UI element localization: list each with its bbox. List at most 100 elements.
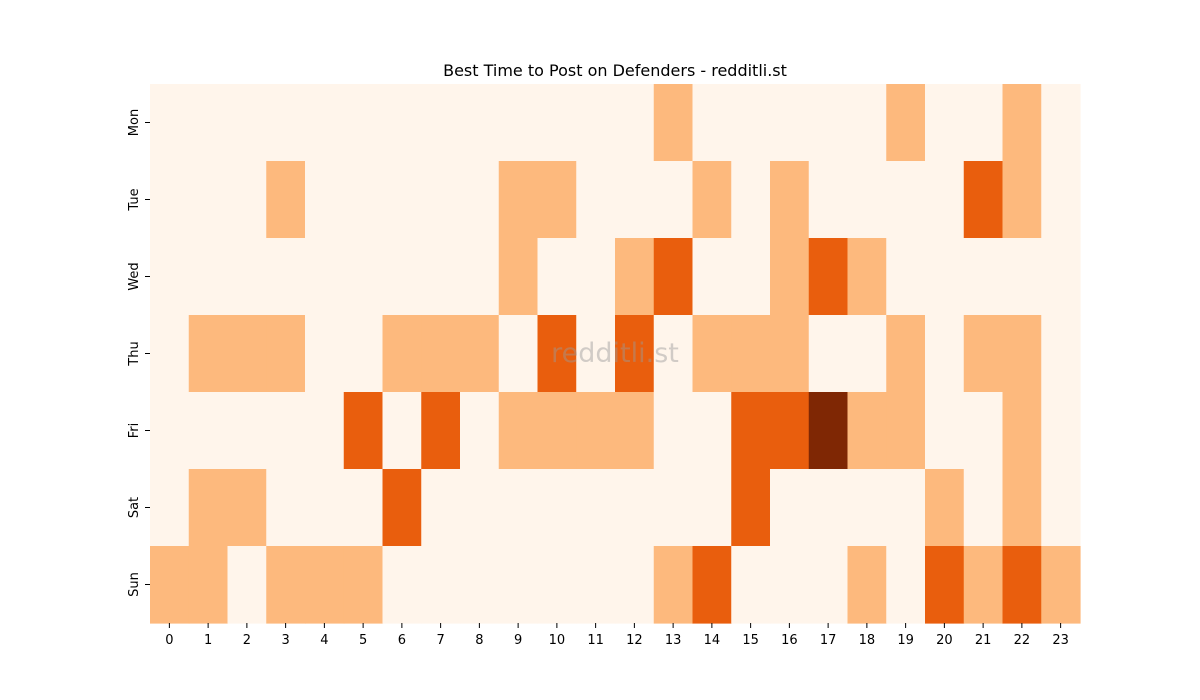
heatmap-cell-wed-9 — [498, 238, 539, 316]
heatmap-cell-fri-12 — [615, 392, 655, 470]
heatmap-cell-sat-6 — [382, 469, 422, 547]
heatmap-cell-sun-20 — [925, 546, 965, 624]
heatmap-cell-mon-0 — [150, 84, 190, 162]
heatmap-cell-sun-11 — [576, 546, 616, 624]
heatmap-cell-wed-15 — [731, 238, 771, 316]
heatmap-cell-fri-18 — [847, 392, 887, 470]
heatmap-cell-mon-14 — [692, 84, 732, 162]
x-tick-label: 23 — [1052, 633, 1069, 648]
heatmap-cell-sun-18 — [847, 546, 887, 624]
heatmap-cell-wed-20 — [925, 238, 965, 316]
heatmap-cell-sun-2 — [227, 546, 267, 624]
heatmap-cell-fri-8 — [460, 392, 500, 470]
heatmap-cell-fri-19 — [886, 392, 926, 470]
heatmap-cell-fri-11 — [576, 392, 616, 470]
heatmap-cell-fri-6 — [382, 392, 422, 470]
heatmap-cell-fri-17 — [808, 392, 849, 470]
heatmap-cell-tue-5 — [343, 161, 384, 239]
heatmap-cell-tue-14 — [692, 161, 732, 239]
heatmap-cell-sat-14 — [692, 469, 732, 547]
y-tick-label: Wed — [127, 262, 142, 290]
heatmap-cell-sat-20 — [925, 469, 965, 547]
heatmap-cell-mon-19 — [886, 84, 926, 162]
heatmap-cell-sat-9 — [498, 469, 539, 547]
heatmap-cell-tue-16 — [770, 161, 810, 239]
heatmap-cell-sat-11 — [576, 469, 616, 547]
heatmap-cell-thu-16 — [770, 315, 810, 393]
heatmap-cell-sun-3 — [266, 546, 306, 624]
heatmap-cell-sun-21 — [963, 546, 1004, 624]
heatmap-cell-wed-13 — [653, 238, 694, 316]
heatmap-cell-sun-14 — [692, 546, 732, 624]
heatmap-cell-wed-18 — [847, 238, 887, 316]
chart-title: Best Time to Post on Defenders - redditl… — [443, 61, 787, 80]
x-tick-label: 4 — [320, 633, 328, 648]
heatmap-cell-fri-21 — [963, 392, 1004, 470]
x-tick-label: 16 — [781, 633, 798, 648]
x-tick-label: 1 — [204, 633, 212, 648]
heatmap-cell-sat-15 — [731, 469, 771, 547]
heatmap-cell-fri-13 — [653, 392, 694, 470]
heatmap-cell-fri-23 — [1041, 392, 1081, 470]
heatmap-cell-sat-4 — [305, 469, 345, 547]
heatmap-cell-sat-18 — [847, 469, 887, 547]
heatmap-cell-wed-23 — [1041, 238, 1081, 316]
heatmap-cell-fri-4 — [305, 392, 345, 470]
x-tick-label: 3 — [281, 633, 289, 648]
heatmap-cell-sat-10 — [537, 469, 577, 547]
heatmap-cell-wed-1 — [188, 238, 229, 316]
x-tick-label: 12 — [626, 633, 643, 648]
heatmap-cells — [150, 84, 1081, 624]
heatmap-cell-sun-17 — [808, 546, 849, 624]
heatmap-cell-mon-9 — [498, 84, 539, 162]
heatmap-cell-thu-23 — [1041, 315, 1081, 393]
heatmap-cell-wed-7 — [421, 238, 461, 316]
y-tick-label: Sat — [127, 497, 142, 518]
heatmap-cell-wed-10 — [537, 238, 577, 316]
heatmap-cell-tue-3 — [266, 161, 306, 239]
heatmap-cell-thu-0 — [150, 315, 190, 393]
y-tick-label: Tue — [127, 188, 142, 211]
heatmap-cell-tue-6 — [382, 161, 422, 239]
heatmap-cell-tue-18 — [847, 161, 887, 239]
heatmap-cell-fri-1 — [188, 392, 229, 470]
x-tick-label: 21 — [975, 633, 992, 648]
heatmap-cell-fri-10 — [537, 392, 577, 470]
heatmap-cell-sun-1 — [188, 546, 229, 624]
y-tick-label: Sun — [127, 572, 142, 597]
x-tick-label: 7 — [436, 633, 444, 648]
heatmap-cell-sun-10 — [537, 546, 577, 624]
heatmap-cell-mon-5 — [343, 84, 384, 162]
heatmap-cell-sat-17 — [808, 469, 849, 547]
heatmap-cell-mon-8 — [460, 84, 500, 162]
heatmap-cell-tue-0 — [150, 161, 190, 239]
x-tick-label: 18 — [859, 633, 876, 648]
heatmap-cell-mon-11 — [576, 84, 616, 162]
x-axis: 0 1 2 3 4 5 6 7 8 9 10 11 12 13 14 15 16 17 18 19 20 21 22 23 — [165, 623, 1069, 648]
heatmap-cell-thu-10 — [537, 315, 577, 393]
heatmap-cell-sun-12 — [615, 546, 655, 624]
heatmap-cell-mon-16 — [770, 84, 810, 162]
heatmap-cell-sat-8 — [460, 469, 500, 547]
heatmap-cell-sat-1 — [188, 469, 229, 547]
heatmap-cell-fri-9 — [498, 392, 539, 470]
heatmap-cell-tue-23 — [1041, 161, 1081, 239]
heatmap-cell-sun-8 — [460, 546, 500, 624]
x-tick-label: 19 — [897, 633, 914, 648]
heatmap-cell-wed-5 — [343, 238, 384, 316]
heatmap-cell-sun-13 — [653, 546, 694, 624]
heatmap-cell-sun-0 — [150, 546, 190, 624]
heatmap-cell-tue-13 — [653, 161, 694, 239]
heatmap-cell-fri-16 — [770, 392, 810, 470]
heatmap-cell-tue-9 — [498, 161, 539, 239]
heatmap-cell-sun-22 — [1002, 546, 1042, 624]
heatmap-cell-thu-8 — [460, 315, 500, 393]
heatmap-cell-tue-12 — [615, 161, 655, 239]
heatmap-cell-sat-2 — [227, 469, 267, 547]
heatmap-cell-mon-6 — [382, 84, 422, 162]
heatmap-cell-sat-22 — [1002, 469, 1042, 547]
y-tick-label: Fri — [127, 423, 142, 439]
heatmap-cell-sun-15 — [731, 546, 771, 624]
x-tick-label: 9 — [514, 633, 522, 648]
heatmap-cell-wed-22 — [1002, 238, 1042, 316]
